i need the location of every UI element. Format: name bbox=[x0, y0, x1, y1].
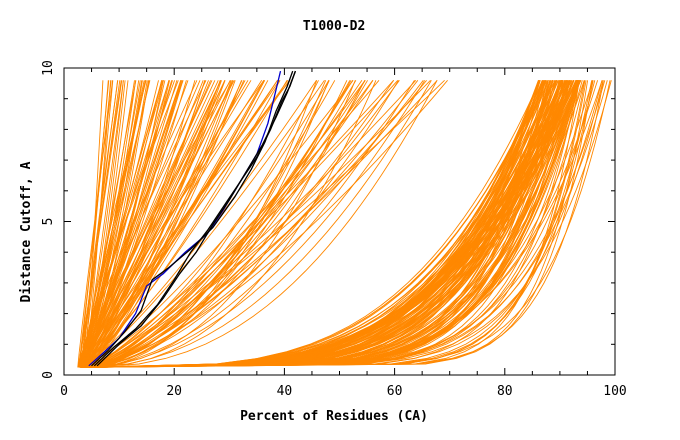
background-curve bbox=[82, 80, 234, 368]
background-curve bbox=[81, 80, 366, 368]
highlighted-curves bbox=[88, 70, 297, 367]
background-curve bbox=[86, 80, 606, 368]
background-curve bbox=[77, 80, 164, 368]
background-curve bbox=[90, 80, 551, 368]
background-curve bbox=[81, 80, 207, 368]
background-curve bbox=[84, 80, 594, 368]
background-curve bbox=[78, 80, 288, 368]
background-curve bbox=[77, 80, 204, 368]
background-curve bbox=[86, 80, 265, 368]
background-curve bbox=[89, 80, 578, 368]
background-curve bbox=[86, 80, 599, 368]
background-curve bbox=[85, 80, 178, 368]
background-curve bbox=[77, 80, 114, 368]
background-curve bbox=[87, 80, 608, 368]
x-tick-label: 100 bbox=[603, 384, 626, 399]
background-curve bbox=[88, 80, 547, 368]
y-axis-title: Distance Cutoff, A bbox=[19, 161, 34, 302]
y-tick-label: 10 bbox=[41, 60, 56, 76]
background-curve bbox=[82, 80, 242, 368]
background-curve bbox=[85, 80, 593, 368]
background-curve bbox=[80, 79, 394, 368]
background-curve bbox=[80, 80, 119, 368]
y-tick-label: 0 bbox=[41, 371, 56, 379]
background-curve bbox=[80, 80, 246, 368]
x-tick-label: 40 bbox=[277, 384, 293, 399]
chart-title: T1000-D2 bbox=[303, 19, 366, 34]
background-curve bbox=[81, 80, 245, 368]
background-curve bbox=[88, 80, 438, 368]
background-curve bbox=[83, 80, 585, 368]
background-curve bbox=[89, 80, 579, 368]
y-tick-label: 5 bbox=[41, 218, 56, 226]
background-curve bbox=[89, 80, 554, 368]
background-curve bbox=[84, 80, 448, 368]
background-curve bbox=[81, 80, 330, 368]
background-curve bbox=[82, 80, 604, 368]
background-curve bbox=[81, 80, 216, 368]
background-curve bbox=[84, 80, 366, 368]
x-axis-title: Percent of Residues (CA) bbox=[240, 409, 428, 424]
background-curve bbox=[86, 80, 395, 368]
background-curve bbox=[80, 80, 357, 368]
background-curve bbox=[85, 80, 221, 368]
background-curve bbox=[88, 80, 541, 368]
background-curves bbox=[77, 79, 612, 368]
background-curve bbox=[86, 80, 432, 368]
background-curve bbox=[84, 80, 348, 368]
background-curve bbox=[87, 80, 232, 368]
background-curve bbox=[84, 80, 426, 368]
background-curve bbox=[82, 80, 580, 368]
background-curve bbox=[84, 79, 438, 368]
background-curve bbox=[83, 80, 596, 368]
x-tick-label: 60 bbox=[387, 384, 403, 399]
background-curve bbox=[81, 80, 582, 368]
background-curve bbox=[85, 80, 603, 368]
background-curve bbox=[81, 80, 278, 368]
background-curve bbox=[86, 80, 415, 368]
background-curve bbox=[81, 80, 566, 368]
background-curve bbox=[85, 80, 173, 368]
axis-ticks: 0 20 40 60 80 100 0 5 10 bbox=[41, 60, 627, 399]
background-curve bbox=[88, 80, 612, 368]
series-line-4 bbox=[96, 70, 297, 367]
background-curve bbox=[85, 80, 377, 368]
background-curve bbox=[91, 80, 611, 368]
background-curve bbox=[89, 80, 587, 368]
x-tick-label: 0 bbox=[60, 384, 68, 399]
background-curve bbox=[79, 80, 356, 368]
background-curve bbox=[90, 80, 540, 368]
background-curve bbox=[85, 80, 330, 368]
background-curve bbox=[80, 79, 417, 368]
background-curve bbox=[88, 79, 445, 368]
background-curve bbox=[83, 80, 544, 368]
background-curve bbox=[79, 80, 327, 368]
x-tick-label: 80 bbox=[497, 384, 513, 399]
background-curve bbox=[84, 80, 187, 368]
background-curve bbox=[80, 80, 135, 368]
background-curve bbox=[86, 80, 336, 368]
background-curve bbox=[83, 80, 566, 368]
background-curve bbox=[85, 80, 112, 368]
series-line-3 bbox=[93, 70, 297, 367]
background-curve bbox=[88, 80, 562, 368]
x-tick-label: 20 bbox=[166, 384, 182, 399]
background-curve bbox=[84, 80, 319, 368]
background-curve bbox=[81, 80, 579, 368]
background-curve bbox=[90, 80, 563, 368]
